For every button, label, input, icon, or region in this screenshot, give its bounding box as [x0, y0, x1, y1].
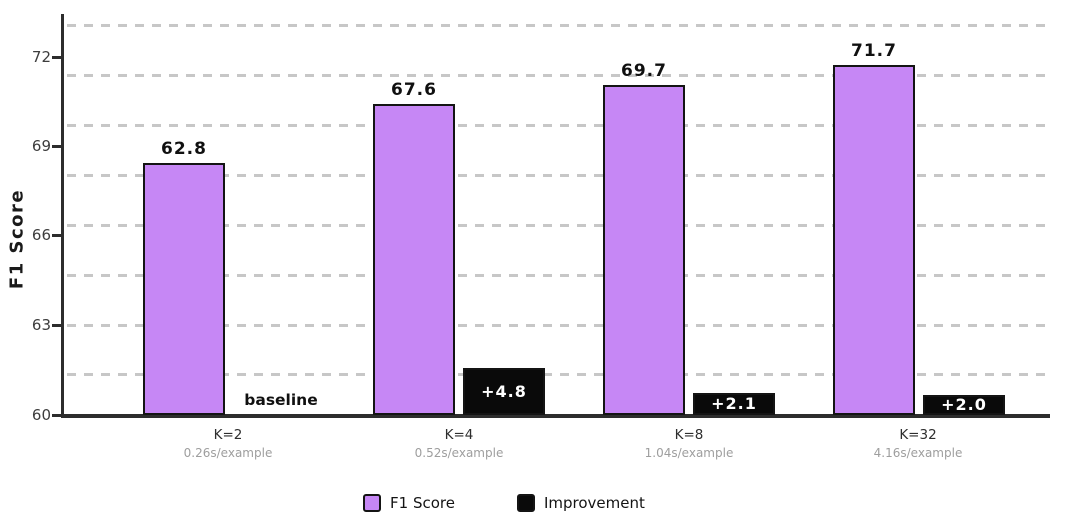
- x-tick-label: K=8: [674, 427, 704, 443]
- baseline-label: baseline: [244, 391, 318, 409]
- gridline: [67, 373, 1046, 376]
- bar-value-label: 67.6: [391, 80, 437, 100]
- y-tick-mark: [52, 234, 61, 237]
- y-tick-label: 66: [31, 226, 51, 244]
- x-tick-sublabel: 1.04s/example: [644, 446, 734, 460]
- f1-score-bar: [143, 163, 225, 415]
- x-tick-label: K=4: [444, 427, 474, 443]
- x-tick-label: K=32: [899, 427, 937, 443]
- improvement-swatch-icon: [516, 494, 535, 512]
- legend: F1 Score Improvement: [363, 494, 645, 512]
- improvement-value-label: +2.0: [941, 395, 987, 414]
- y-tick-label: 69: [31, 137, 51, 155]
- y-tick-mark: [52, 324, 61, 327]
- gridline: [67, 124, 1046, 127]
- f1-score-swatch-icon: [363, 494, 381, 512]
- legend-label: Improvement: [543, 493, 645, 512]
- y-tick-label: 63: [31, 316, 51, 334]
- gridline: [67, 224, 1046, 227]
- legend-item-f1-score: F1 Score: [363, 494, 455, 512]
- y-tick-mark: [52, 414, 61, 417]
- bar-value-label: 69.7: [621, 61, 667, 81]
- improvement-value-label: +2.1: [711, 394, 757, 413]
- f1-score-bar: [603, 85, 685, 415]
- x-tick-sublabel: 0.52s/example: [414, 446, 504, 460]
- y-tick-mark: [52, 56, 61, 59]
- x-tick-label: K=2: [213, 427, 243, 443]
- y-tick-mark: [52, 145, 61, 148]
- legend-item-improvement: Improvement: [516, 493, 645, 512]
- gridline: [67, 174, 1046, 177]
- f1-score-bar: [373, 104, 455, 415]
- f1-score-bar: [833, 65, 915, 415]
- y-tick-label: 72: [31, 48, 51, 66]
- improvement-bar: +2.1: [693, 393, 775, 415]
- bar-value-label: 62.8: [161, 139, 207, 159]
- legend-label: F1 Score: [390, 493, 455, 512]
- x-tick-sublabel: 0.26s/example: [183, 446, 273, 460]
- gridline: [67, 74, 1046, 77]
- improvement-bar: +4.8: [463, 368, 545, 415]
- gridline: [67, 324, 1046, 327]
- x-tick-sublabel: 4.16s/example: [873, 446, 963, 460]
- improvement-value-label: +4.8: [481, 381, 527, 401]
- y-tick-label: 60: [31, 406, 51, 424]
- gridline: [67, 24, 1046, 27]
- x-axis-spine: [61, 414, 1050, 418]
- bar-value-label: 71.7: [851, 41, 897, 61]
- y-axis-spine: [61, 14, 64, 417]
- gridline: [67, 274, 1046, 277]
- improvement-bar: +2.0: [923, 395, 1005, 415]
